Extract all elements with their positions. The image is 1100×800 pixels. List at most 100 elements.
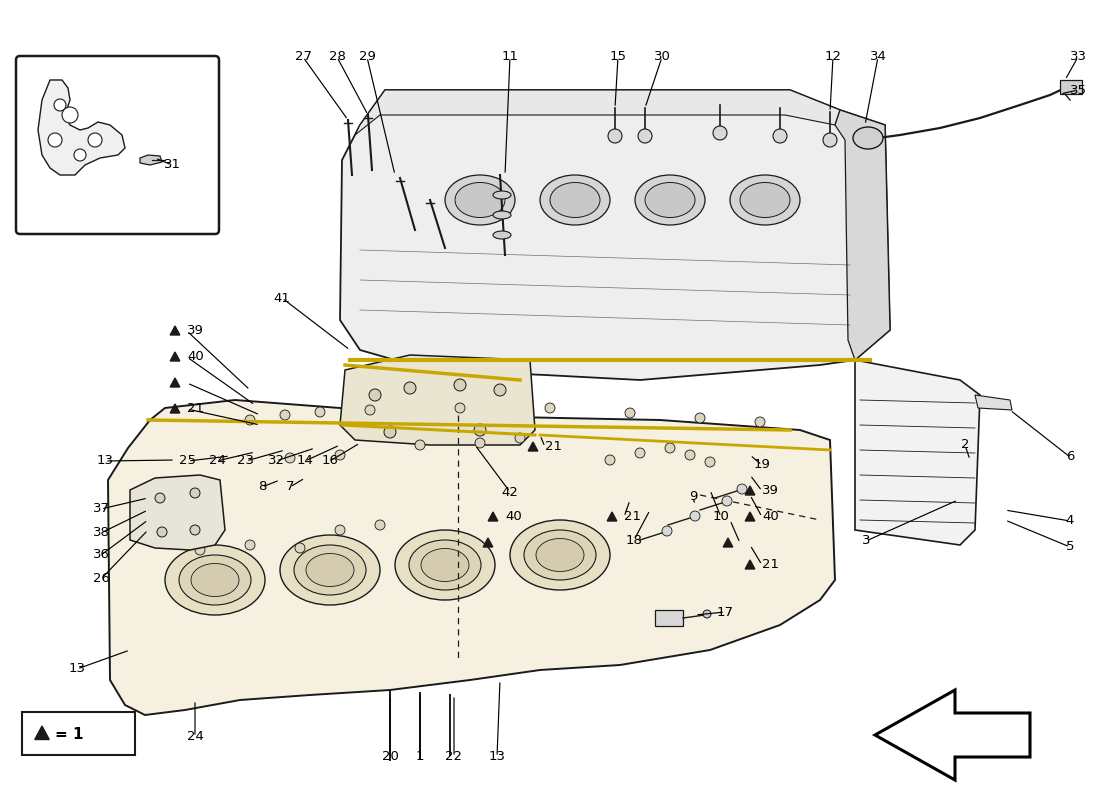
Text: 8: 8 — [257, 481, 266, 494]
Circle shape — [690, 511, 700, 521]
Text: 3: 3 — [861, 534, 870, 547]
Ellipse shape — [510, 520, 610, 590]
FancyBboxPatch shape — [16, 56, 219, 234]
Polygon shape — [745, 560, 755, 569]
Text: 37: 37 — [92, 502, 110, 515]
Circle shape — [608, 129, 622, 143]
Text: 40: 40 — [187, 350, 204, 363]
Polygon shape — [355, 90, 840, 135]
Text: 15: 15 — [609, 50, 627, 63]
Text: 10: 10 — [713, 510, 729, 523]
Polygon shape — [975, 395, 1012, 410]
Circle shape — [384, 426, 396, 438]
Text: 6: 6 — [1066, 450, 1075, 463]
Polygon shape — [340, 90, 890, 380]
Polygon shape — [483, 538, 493, 547]
Text: 21: 21 — [762, 558, 779, 571]
Ellipse shape — [446, 175, 515, 225]
Text: 27: 27 — [295, 50, 311, 63]
Polygon shape — [855, 360, 980, 545]
Text: 21: 21 — [187, 402, 204, 415]
Circle shape — [54, 99, 66, 111]
Polygon shape — [340, 355, 535, 445]
Ellipse shape — [635, 175, 705, 225]
Circle shape — [475, 438, 485, 448]
Circle shape — [88, 133, 102, 147]
Bar — [1060, 80, 1082, 94]
Polygon shape — [488, 512, 498, 521]
Text: 24: 24 — [209, 454, 226, 467]
Ellipse shape — [536, 538, 584, 571]
Text: 17: 17 — [716, 606, 734, 618]
Circle shape — [155, 493, 165, 503]
Text: 26: 26 — [92, 573, 109, 586]
Ellipse shape — [280, 535, 380, 605]
Text: 40: 40 — [762, 510, 779, 523]
Circle shape — [737, 484, 747, 494]
Text: 13: 13 — [488, 750, 506, 763]
Text: 12: 12 — [825, 50, 842, 63]
Ellipse shape — [191, 563, 239, 597]
Text: 22: 22 — [446, 750, 462, 763]
Polygon shape — [723, 538, 733, 547]
Circle shape — [755, 417, 764, 427]
Circle shape — [695, 413, 705, 423]
Text: 5: 5 — [1066, 541, 1075, 554]
Ellipse shape — [493, 231, 512, 239]
Text: 29: 29 — [359, 50, 375, 63]
Text: 18: 18 — [626, 534, 642, 546]
Text: 38: 38 — [92, 526, 109, 539]
Ellipse shape — [493, 211, 512, 219]
Text: 7: 7 — [286, 481, 295, 494]
Polygon shape — [874, 690, 1030, 780]
Polygon shape — [835, 110, 890, 360]
Ellipse shape — [540, 175, 611, 225]
Text: 23: 23 — [238, 454, 254, 467]
Bar — [654, 610, 683, 626]
Ellipse shape — [730, 175, 800, 225]
Ellipse shape — [645, 182, 695, 218]
Circle shape — [195, 545, 205, 555]
Circle shape — [375, 520, 385, 530]
Polygon shape — [108, 400, 835, 715]
Text: 4: 4 — [1066, 514, 1075, 527]
Polygon shape — [170, 326, 179, 335]
Ellipse shape — [306, 554, 354, 586]
Text: 39: 39 — [187, 325, 204, 338]
Ellipse shape — [493, 191, 512, 199]
Circle shape — [285, 453, 295, 463]
Circle shape — [494, 384, 506, 396]
Circle shape — [713, 126, 727, 140]
Circle shape — [336, 450, 345, 460]
Circle shape — [245, 540, 255, 550]
Circle shape — [190, 488, 200, 498]
Text: 21: 21 — [624, 510, 641, 523]
Circle shape — [515, 433, 525, 443]
Text: partsdiagram85: partsdiagram85 — [378, 392, 781, 508]
Text: 13: 13 — [68, 662, 86, 675]
Text: = 1: = 1 — [55, 727, 84, 742]
Polygon shape — [170, 378, 179, 387]
Circle shape — [722, 496, 732, 506]
Polygon shape — [140, 155, 162, 165]
Polygon shape — [39, 80, 125, 175]
Circle shape — [74, 149, 86, 161]
Circle shape — [415, 440, 425, 450]
Text: 13: 13 — [97, 454, 113, 467]
Circle shape — [404, 382, 416, 394]
Circle shape — [638, 129, 652, 143]
Ellipse shape — [740, 182, 790, 218]
Text: 1: 1 — [416, 750, 425, 763]
Circle shape — [823, 133, 837, 147]
Text: 2: 2 — [960, 438, 969, 451]
Circle shape — [685, 450, 695, 460]
Text: 11: 11 — [502, 50, 518, 63]
Circle shape — [368, 389, 381, 401]
Polygon shape — [35, 726, 50, 739]
Ellipse shape — [395, 530, 495, 600]
Text: 9: 9 — [689, 490, 697, 503]
Text: 21: 21 — [544, 441, 562, 454]
Circle shape — [280, 410, 290, 420]
Text: 33: 33 — [1069, 50, 1087, 63]
Text: 31: 31 — [164, 158, 180, 171]
